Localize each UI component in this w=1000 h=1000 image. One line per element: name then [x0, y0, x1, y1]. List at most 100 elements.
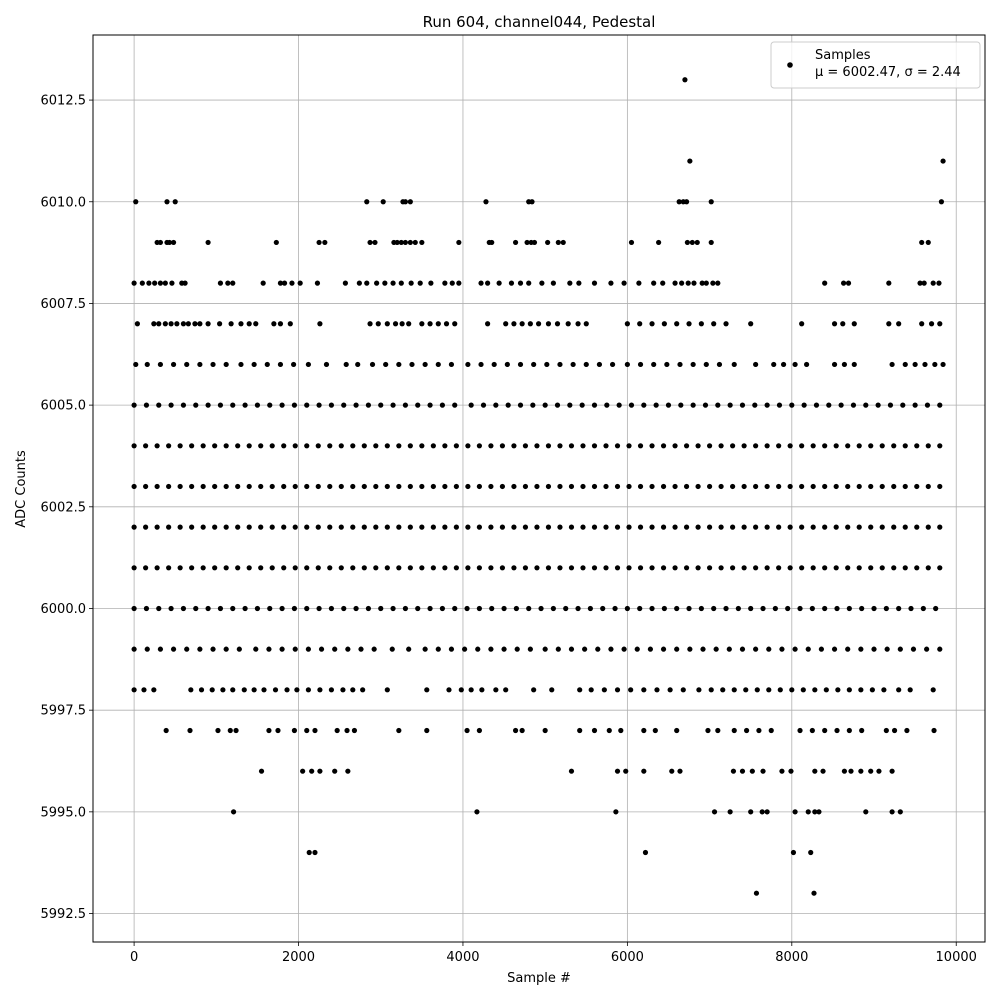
data-point	[792, 361, 798, 368]
data-point	[323, 361, 330, 368]
data-point	[676, 199, 682, 205]
data-point	[577, 687, 583, 693]
data-point	[764, 809, 770, 815]
data-point	[703, 361, 709, 368]
data-point	[730, 565, 736, 571]
data-point	[223, 483, 229, 490]
data-point	[886, 280, 892, 286]
data-point	[753, 361, 759, 368]
data-point	[415, 605, 421, 612]
data-point	[272, 687, 279, 693]
data-point	[476, 565, 482, 571]
data-point	[442, 280, 448, 286]
data-point	[356, 280, 362, 286]
data-point	[353, 605, 359, 612]
data-point	[334, 727, 340, 734]
data-point	[443, 321, 450, 327]
data-point	[686, 605, 692, 612]
data-point	[238, 361, 244, 368]
data-point	[834, 605, 840, 612]
data-point	[863, 402, 869, 408]
data-point	[461, 646, 468, 652]
data-point	[344, 727, 350, 734]
data-point	[881, 687, 887, 693]
data-point	[512, 727, 519, 734]
data-point	[157, 646, 164, 652]
data-point	[560, 239, 566, 246]
data-point	[665, 402, 672, 408]
x-tick-label: 2000	[282, 950, 315, 965]
data-point	[180, 402, 187, 408]
data-point	[488, 483, 494, 490]
data-point	[230, 809, 237, 815]
data-point	[318, 646, 325, 652]
data-point	[930, 280, 936, 286]
data-point	[212, 443, 218, 449]
data-point	[567, 402, 573, 408]
data-point	[292, 443, 298, 449]
data-point	[545, 524, 552, 530]
data-point	[281, 483, 287, 490]
data-point	[626, 524, 632, 530]
data-point	[174, 321, 180, 327]
data-point	[845, 646, 851, 652]
data-point	[267, 402, 273, 408]
data-point	[322, 239, 328, 246]
data-point	[277, 361, 284, 368]
data-point	[623, 768, 629, 774]
data-point	[822, 605, 828, 612]
data-point	[281, 565, 287, 571]
data-point	[925, 565, 931, 571]
data-point	[375, 321, 381, 327]
data-point	[419, 565, 425, 571]
data-point	[246, 321, 252, 327]
data-point	[228, 321, 234, 327]
data-point	[938, 199, 945, 205]
data-point	[538, 605, 544, 612]
data-point	[891, 565, 897, 571]
data-point	[715, 402, 721, 408]
data-point	[801, 402, 807, 408]
data-point	[134, 321, 140, 327]
data-point	[822, 727, 828, 734]
data-point	[831, 321, 838, 327]
data-point	[373, 524, 379, 530]
data-point	[187, 727, 193, 734]
data-point	[545, 565, 552, 571]
data-point	[933, 605, 939, 612]
data-point	[664, 361, 670, 368]
data-point	[896, 687, 902, 693]
data-point	[162, 280, 168, 286]
data-point	[642, 849, 649, 856]
data-point	[192, 321, 198, 327]
data-point	[940, 361, 946, 368]
data-point	[568, 646, 575, 652]
data-point	[353, 402, 359, 408]
data-point	[526, 605, 532, 612]
data-point	[277, 280, 284, 286]
data-point	[154, 483, 160, 490]
data-point	[591, 524, 598, 530]
data-point	[917, 280, 923, 286]
data-point	[851, 361, 857, 368]
data-point	[289, 280, 295, 286]
data-point	[555, 239, 561, 246]
data-point	[522, 565, 529, 571]
data-point	[858, 687, 864, 693]
data-point	[879, 524, 885, 530]
data-point	[345, 768, 351, 774]
data-point	[706, 443, 713, 449]
data-point	[392, 321, 399, 327]
data-point	[636, 280, 642, 286]
data-point	[656, 239, 662, 246]
data-point	[759, 809, 765, 815]
data-point	[690, 361, 696, 368]
data-point	[833, 483, 839, 490]
data-point	[284, 687, 290, 693]
data-point	[328, 402, 335, 408]
data-point	[489, 605, 495, 612]
data-point	[396, 727, 402, 734]
data-point	[557, 483, 563, 490]
data-point	[144, 646, 150, 652]
data-point	[557, 524, 563, 530]
